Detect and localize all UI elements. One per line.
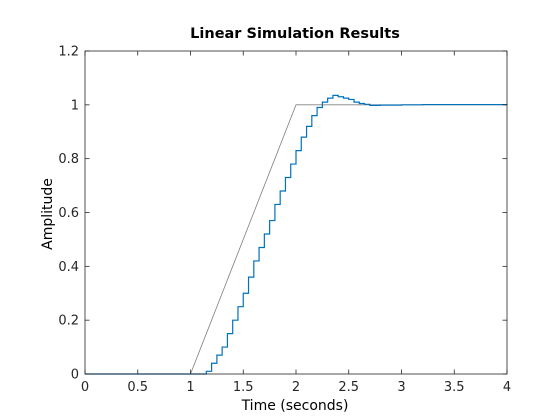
series-line-2 bbox=[85, 94, 508, 375]
x-tick-label: 1.5 bbox=[233, 380, 254, 395]
plot-area bbox=[85, 51, 507, 374]
series-line-1 bbox=[85, 104, 507, 375]
x-tick-label: 4 bbox=[503, 380, 511, 395]
x-tick-label: 3 bbox=[397, 380, 405, 395]
y-tick-label: 0.2 bbox=[58, 314, 79, 329]
y-tick-label: 0.4 bbox=[58, 260, 79, 275]
x-tick-label: 1 bbox=[186, 380, 194, 395]
plot-background bbox=[85, 51, 507, 374]
x-axis-label: Time (seconds) bbox=[241, 398, 349, 414]
x-tick-label: 0.5 bbox=[127, 380, 148, 395]
y-tick-label: 0 bbox=[71, 368, 79, 383]
y-tick-label: 1.2 bbox=[58, 45, 79, 60]
x-tick-label: 0 bbox=[81, 380, 89, 395]
chart-title: Linear Simulation Results bbox=[190, 26, 400, 42]
y-tick-label: 0.8 bbox=[58, 152, 79, 167]
x-tick-label: 2 bbox=[292, 380, 300, 395]
y-axis-label: Amplitude bbox=[40, 178, 56, 250]
y-tick-label: 0.6 bbox=[58, 206, 79, 221]
y-tick-label: 1 bbox=[71, 98, 79, 113]
x-tick-label: 2.5 bbox=[338, 380, 359, 395]
x-tick-label: 3.5 bbox=[444, 380, 465, 395]
series-layer bbox=[85, 94, 508, 375]
axes-layer: 0 0.5 1 1.5 2 2.5 3 3.5 4 0 0.2 0.4 0.6 0.8 1 1.2 bbox=[58, 45, 511, 396]
